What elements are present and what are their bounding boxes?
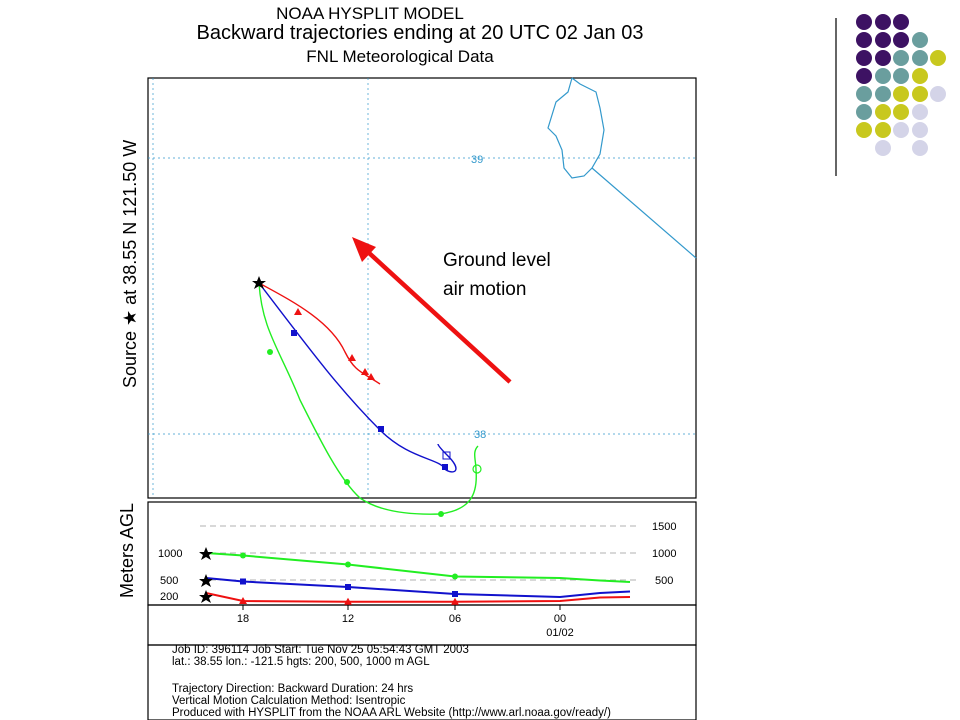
decorative-dot <box>893 68 909 84</box>
decorative-dot <box>856 122 872 138</box>
trajectory-500m <box>258 282 457 473</box>
title-line-1: NOAA HYSPLIT MODEL <box>276 4 464 23</box>
decorative-dot <box>911 122 928 138</box>
map-frame <box>147 77 697 499</box>
decorative-dot <box>856 32 872 48</box>
decorative-dot <box>874 122 891 138</box>
decorative-dot <box>874 140 891 156</box>
height-series <box>205 552 631 605</box>
decorative-dot <box>893 14 909 30</box>
decorative-dot <box>911 86 928 102</box>
time-ticks <box>242 605 561 610</box>
height-marker-2-3 <box>452 573 458 580</box>
annotation-line-2: air motion <box>443 279 527 300</box>
time-tick-12: 12 <box>342 613 354 625</box>
info-job: Job ID: 396114 Job Start: Tue Nov 25 05:… <box>172 644 469 656</box>
right-tick-500: 500 <box>655 575 673 587</box>
height-marker-2-1 <box>240 552 246 559</box>
arrow-head <box>352 237 376 262</box>
left-tick-500: 500 <box>160 575 178 587</box>
decorative-dot <box>893 86 909 102</box>
title-line-2: Backward trajectories ending at 20 UTC 0… <box>196 22 644 44</box>
decorative-dot <box>874 86 891 102</box>
height-guides <box>200 525 640 581</box>
height-panel-stars <box>199 547 213 603</box>
info-location: lat.: 38.55 lon.: -121.5 hgts: 200, 500,… <box>172 656 430 668</box>
decorative-dot <box>911 140 928 156</box>
height-marker-1-3 <box>452 591 458 597</box>
decorative-dot <box>856 50 872 66</box>
height-marker-1-1 <box>240 578 246 585</box>
decorative-dot <box>893 104 909 120</box>
height-marker-0-2 <box>344 597 352 605</box>
decorative-dot <box>911 32 928 48</box>
decorative-dot <box>930 50 946 66</box>
decorative-dot <box>911 50 928 66</box>
meters-agl-label: Meters AGL <box>117 502 137 598</box>
height-marker-1-2 <box>345 584 351 590</box>
height-marker-2-2 <box>345 561 351 568</box>
left-tick-1000: 1000 <box>158 548 182 560</box>
decorative-dot <box>930 86 946 102</box>
height-panel-frame <box>147 501 697 606</box>
height-line-2 <box>205 552 631 583</box>
decorative-dot <box>874 32 891 48</box>
map-grid <box>148 78 696 498</box>
right-tick-1500: 1500 <box>652 521 676 533</box>
air-motion-arrow <box>366 250 512 384</box>
info-produced: Produced with HYSPLIT from the NOAA ARL … <box>172 707 611 719</box>
lat-label-39: 39 <box>471 154 483 166</box>
trajectory-200m <box>258 282 381 385</box>
info-direction: Trajectory Direction: Backward Duration:… <box>172 683 414 695</box>
red-markers <box>294 308 375 380</box>
info-frame <box>147 644 697 720</box>
map-boundaries <box>547 77 697 259</box>
left-tick-200: 200 <box>160 591 178 603</box>
height-line-0 <box>205 592 631 603</box>
title-line-3: FNL Meteorological Data <box>306 47 494 66</box>
decorative-dot <box>856 68 872 84</box>
lat-label-38: 38 <box>474 429 486 441</box>
decorative-dot <box>874 50 891 66</box>
annotation-line-1: Ground level <box>443 250 551 271</box>
decorative-dot <box>856 104 872 120</box>
decorative-dot <box>893 50 909 66</box>
source-star <box>252 276 266 289</box>
blue-markers <box>291 330 451 470</box>
height-marker-0-3 <box>451 597 459 605</box>
decorative-dot <box>874 14 891 30</box>
height-marker-0-1 <box>239 597 247 604</box>
time-tick-06: 06 <box>449 613 461 625</box>
time-axis-frame <box>147 604 697 646</box>
time-tick-00: 00 <box>554 613 566 625</box>
green-markers <box>267 349 482 517</box>
decorative-dot <box>911 68 928 84</box>
time-tick-18: 18 <box>237 613 249 625</box>
decorative-dot <box>893 32 909 48</box>
trajectory-1000m <box>258 282 479 515</box>
decorative-dot <box>911 104 928 120</box>
decorative-dot <box>893 122 909 138</box>
decorative-dot <box>874 68 891 84</box>
decorative-dot <box>856 86 872 102</box>
decorative-dot <box>874 104 891 120</box>
height-line-1 <box>205 577 631 599</box>
right-tick-1000: 1000 <box>652 548 676 560</box>
date-label: 01/02 <box>546 627 574 639</box>
info-vertical-motion: Vertical Motion Calculation Method: Isen… <box>172 695 406 707</box>
source-label: Source ★ at 38.55 N 121.50 W <box>120 139 140 388</box>
decorative-dot <box>856 14 872 30</box>
